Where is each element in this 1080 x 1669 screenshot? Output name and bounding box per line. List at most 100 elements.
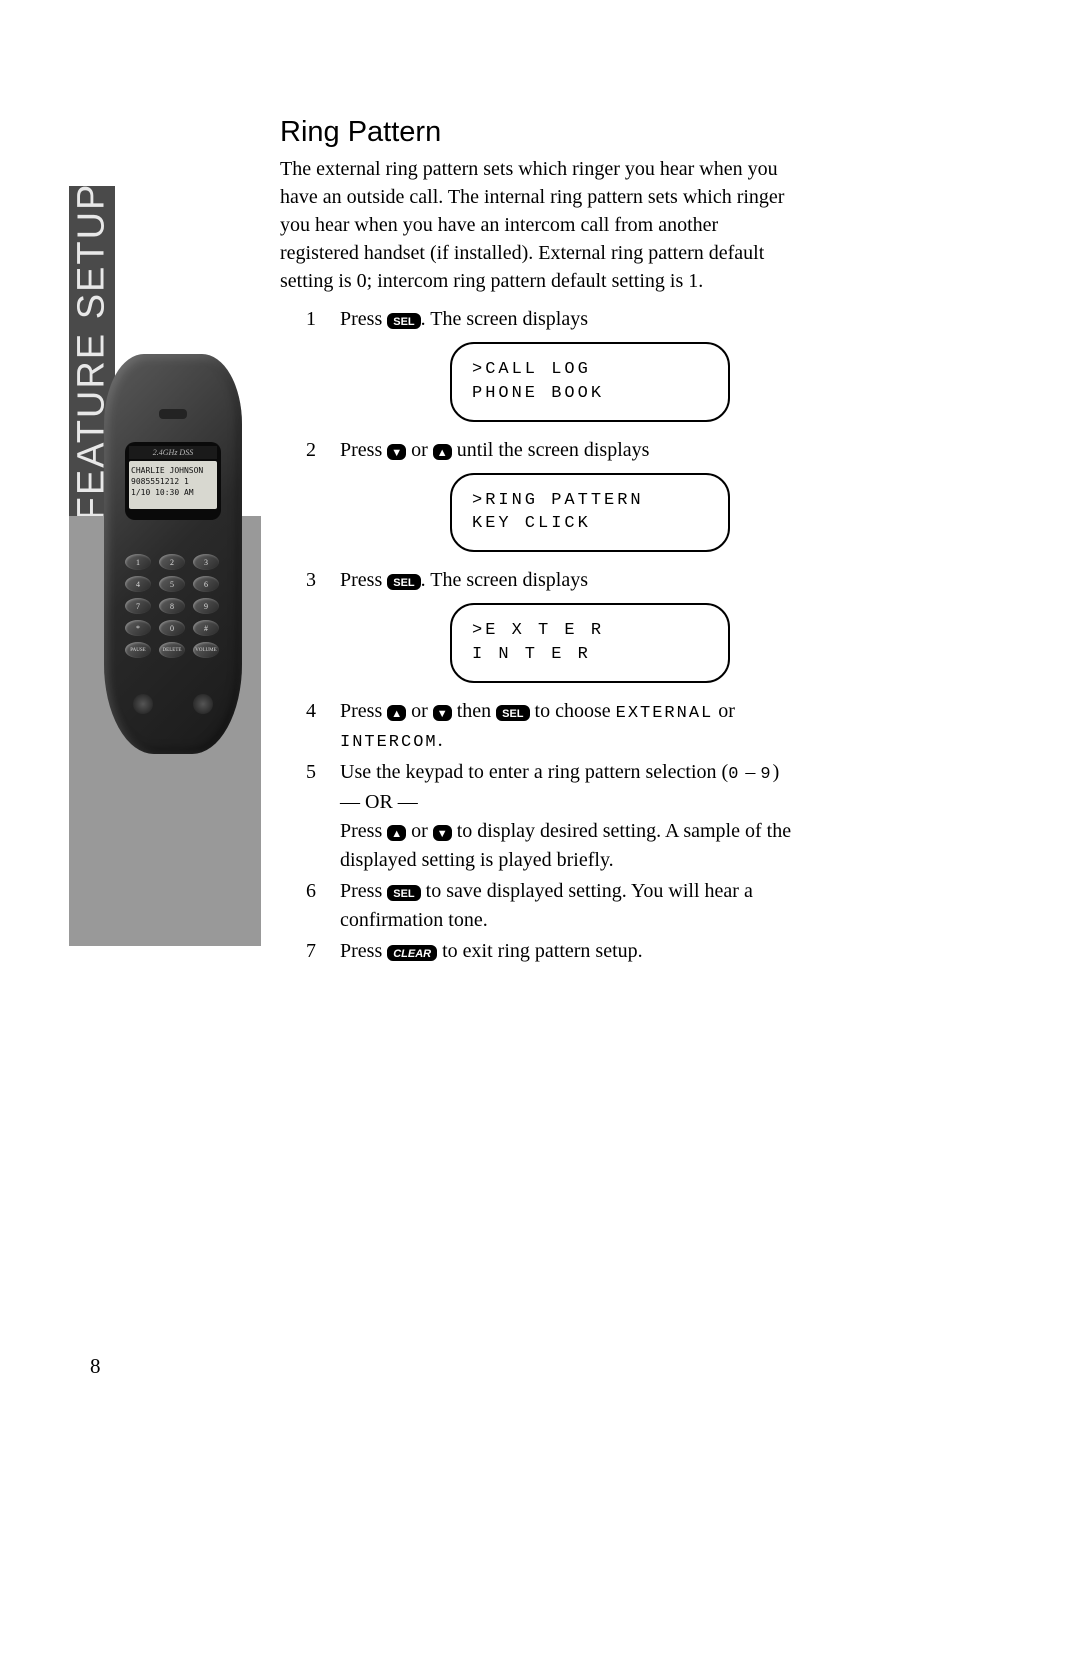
phone-lcd: CHARLIE JOHNSON 9085551212 1 1/10 10:30 …	[129, 461, 217, 509]
step-number: 3	[280, 566, 340, 595]
lcd-line: 9085551212 1	[131, 476, 215, 487]
phone-screen: 2.4GHz DSS CHARLIE JOHNSON 9085551212 1 …	[125, 442, 221, 520]
text: or	[406, 439, 433, 461]
step-text: Press SEL. The screen displays	[340, 566, 800, 595]
phone-key: 8	[159, 598, 185, 614]
text: to choose	[530, 700, 616, 722]
text: then	[452, 700, 496, 722]
phone-body: 2.4GHz DSS CHARLIE JOHNSON 9085551212 1 …	[104, 354, 242, 754]
lcd-text: 0	[728, 765, 740, 784]
step-text: Press ▲ or ▼ then SEL to choose EXTERNAL…	[340, 697, 800, 756]
phone-key: PAUSE	[125, 642, 151, 658]
up-arrow-icon: ▲	[387, 705, 406, 721]
step-5: 5 Use the keypad to enter a ring pattern…	[280, 758, 800, 875]
step-list: 1 Press SEL. The screen displays	[280, 305, 800, 334]
up-arrow-icon: ▲	[433, 444, 452, 460]
phone-speaker	[159, 409, 187, 419]
text: Use the keypad to enter a ring pattern s…	[340, 761, 728, 783]
step-number: 2	[280, 436, 340, 465]
text: Press	[340, 940, 387, 962]
lcd-line: >E X T E R	[472, 619, 708, 643]
text: Press	[340, 308, 387, 330]
phone-key: 3	[193, 554, 219, 570]
phone-key: 9	[193, 598, 219, 614]
step-text: Press SEL to save displayed setting. You…	[340, 877, 800, 935]
text: or	[406, 700, 433, 722]
text: — OR —	[340, 791, 418, 813]
lcd-text: EXTERNAL	[616, 704, 714, 723]
step-number: 7	[280, 937, 340, 966]
step-1: 1 Press SEL. The screen displays	[280, 305, 800, 334]
phone-key: 1	[125, 554, 151, 570]
content-area: Ring Pattern The external ring pattern s…	[280, 116, 800, 968]
phone-bottom-btn	[193, 694, 213, 714]
phone-key: 6	[193, 576, 219, 592]
text: or	[406, 820, 433, 842]
phone-key: *	[125, 620, 151, 636]
phone-key: 4	[125, 576, 151, 592]
step-list: 3 Press SEL. The screen displays	[280, 566, 800, 595]
sel-button-icon: SEL	[496, 705, 529, 721]
step-text: Use the keypad to enter a ring pattern s…	[340, 758, 800, 875]
step-text: Press ▼ or ▲ until the screen displays	[340, 436, 800, 465]
page-number: 8	[90, 1354, 101, 1379]
step-number: 4	[280, 697, 340, 726]
phone-keypad: 1 2 3 4 5 6 7 8 9 * 0 # PAUSE DELETE VOL…	[125, 554, 221, 658]
step-6: 6 Press SEL to save displayed setting. Y…	[280, 877, 800, 935]
text: .	[438, 729, 443, 751]
text: or	[713, 700, 735, 722]
phone-bottom-buttons	[133, 694, 213, 714]
lcd-line: >RING PATTERN	[472, 489, 708, 513]
lcd-line: 1/10 10:30 AM	[131, 487, 215, 498]
intro-text: The external ring pattern sets which rin…	[280, 155, 800, 295]
step-number: 6	[280, 877, 340, 906]
step-7: 7 Press CLEAR to exit ring pattern setup…	[280, 937, 800, 966]
lcd-display-2: >RING PATTERN KEY CLICK	[450, 473, 730, 553]
lcd-line: KEY CLICK	[472, 512, 708, 536]
sel-button-icon: SEL	[387, 885, 420, 901]
phone-key: 0	[159, 620, 185, 636]
text: to exit ring pattern setup.	[437, 940, 643, 962]
step-text: Press CLEAR to exit ring pattern setup.	[340, 937, 800, 966]
up-arrow-icon: ▲	[387, 825, 406, 841]
phone-bottom-btn	[133, 694, 153, 714]
phone-illustration: 2.4GHz DSS CHARLIE JOHNSON 9085551212 1 …	[104, 354, 242, 754]
lcd-line: I N T E R	[472, 643, 708, 667]
text: )	[773, 761, 780, 783]
lcd-text: INTERCOM	[340, 733, 438, 752]
lcd-line: PHONE BOOK	[472, 382, 708, 406]
step-number: 5	[280, 758, 340, 787]
lcd-line: >CALL LOG	[472, 358, 708, 382]
clear-button-icon: CLEAR	[387, 945, 437, 961]
lcd-text: 9	[760, 765, 772, 784]
step-3: 3 Press SEL. The screen displays	[280, 566, 800, 595]
section-heading: Ring Pattern	[280, 116, 800, 149]
phone-key: #	[193, 620, 219, 636]
step-2: 2 Press ▼ or ▲ until the screen displays	[280, 436, 800, 465]
lcd-display-1: >CALL LOG PHONE BOOK	[450, 342, 730, 422]
phone-key: DELETE	[159, 642, 185, 658]
text: until the screen displays	[452, 439, 650, 461]
phone-key: 5	[159, 576, 185, 592]
down-arrow-icon: ▼	[387, 444, 406, 460]
text: Press	[340, 700, 387, 722]
text: –	[740, 761, 760, 783]
text: Press	[340, 569, 387, 591]
step-number: 1	[280, 305, 340, 334]
step-list: 4 Press ▲ or ▼ then SEL to choose EXTERN…	[280, 697, 800, 966]
sel-button-icon: SEL	[387, 313, 420, 329]
phone-screen-header: 2.4GHz DSS	[129, 446, 217, 459]
lcd-display-3: >E X T E R I N T E R	[450, 603, 730, 683]
text: Press	[340, 820, 387, 842]
phone-key: 7	[125, 598, 151, 614]
text: Press	[340, 439, 387, 461]
text: . The screen displays	[421, 308, 588, 330]
phone-key: VOLUME	[193, 642, 219, 658]
lcd-line: CHARLIE JOHNSON	[131, 465, 215, 476]
text: Press	[340, 880, 387, 902]
step-text: Press SEL. The screen displays	[340, 305, 800, 334]
down-arrow-icon: ▼	[433, 705, 452, 721]
down-arrow-icon: ▼	[433, 825, 452, 841]
manual-page: FEATURE SETUP 2.4GHz DSS CHARLIE JOHNSON…	[0, 0, 1080, 1669]
sel-button-icon: SEL	[387, 574, 420, 590]
